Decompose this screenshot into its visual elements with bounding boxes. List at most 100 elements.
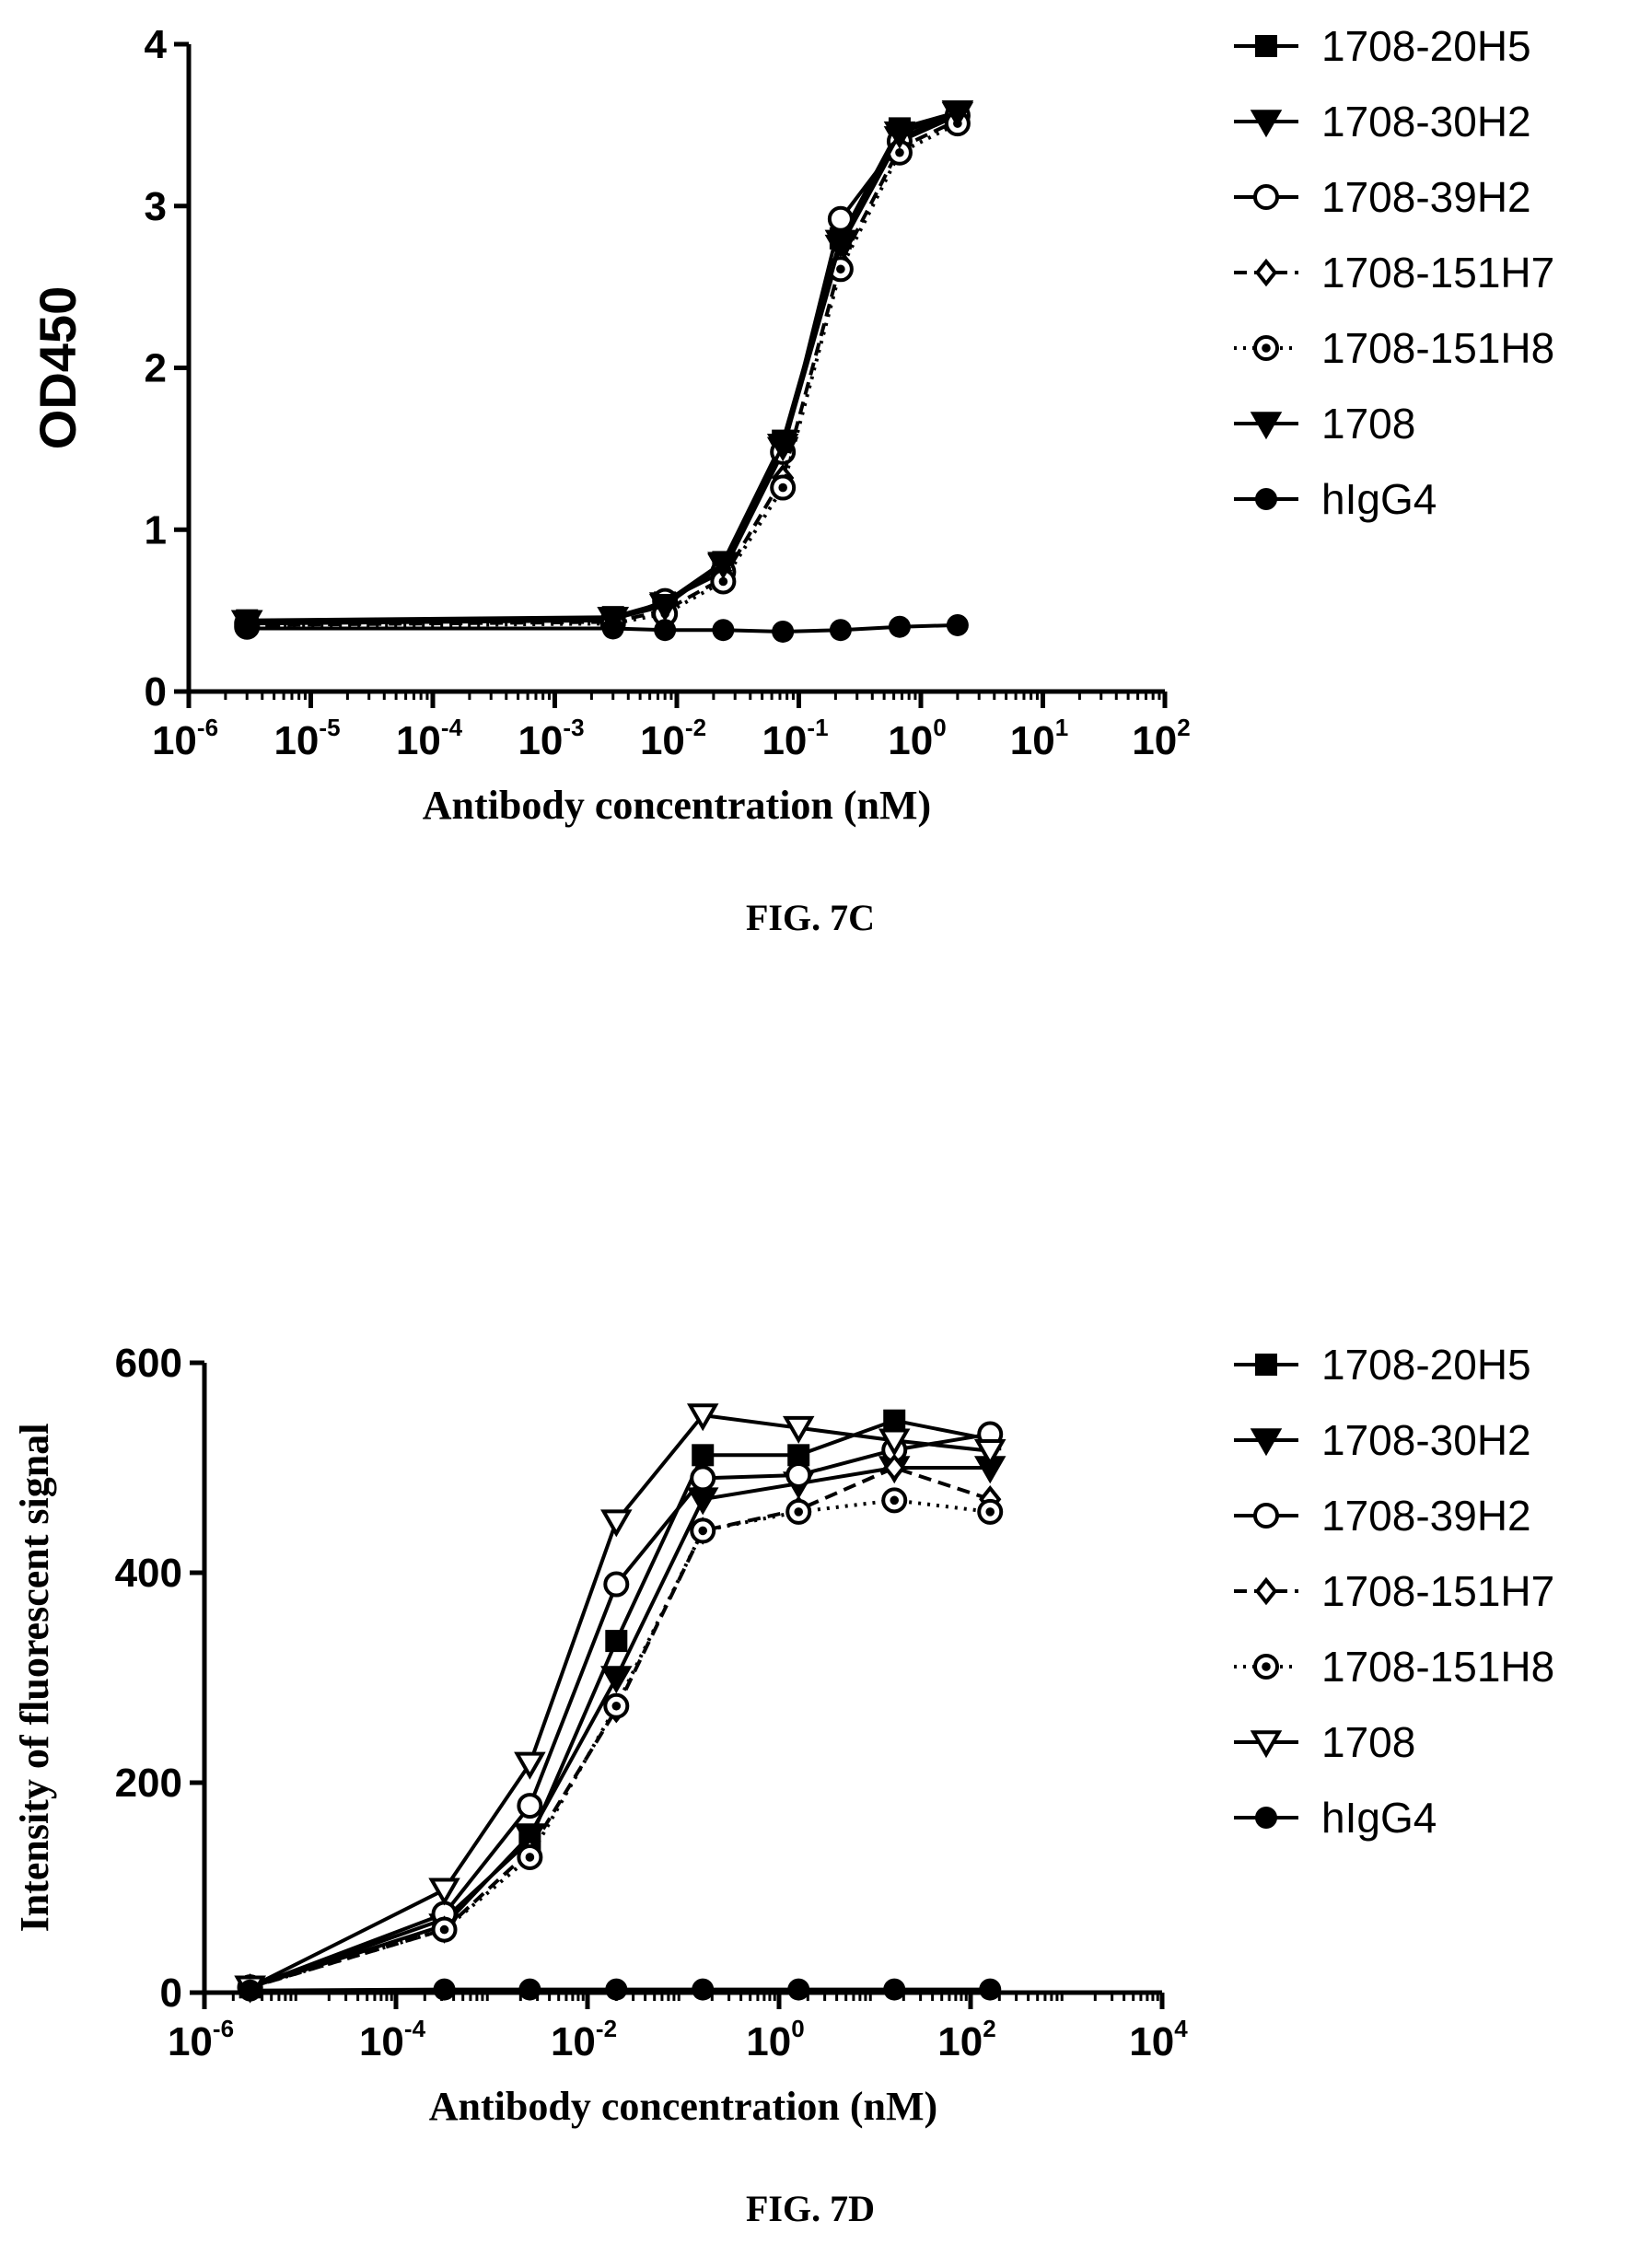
legend-item-1708-39h2: 1708-39H2 [1234, 1492, 1531, 1540]
legend-marker [1250, 110, 1283, 138]
data-point [601, 617, 624, 640]
data-point [766, 434, 799, 462]
data-point [941, 100, 974, 129]
data-point [883, 1409, 906, 1432]
legend-item-higg4: hIgG4 [1234, 1794, 1437, 1842]
legend-marker [1253, 1654, 1279, 1680]
data-point [883, 1453, 906, 1482]
data-point [433, 1978, 456, 2001]
data-point [772, 620, 795, 643]
x-tick-label: 101 [1010, 714, 1068, 763]
data-point [236, 617, 259, 640]
legend-marker [1253, 1503, 1279, 1529]
legend-marker [1253, 184, 1279, 210]
series-line [250, 1466, 991, 1990]
data-point [881, 1487, 908, 1514]
legend-label: 1708-39H2 [1321, 1492, 1531, 1540]
legend-item-1708-151h8: 1708-151H8 [1234, 324, 1554, 372]
series-1708-151h8 [237, 1487, 1004, 2001]
data-point [692, 1444, 715, 1467]
series-1708-39h2 [234, 102, 971, 637]
legend-label: 1708-20H5 [1321, 1341, 1531, 1389]
data-point [883, 121, 916, 149]
x-tick-label: 10-2 [640, 714, 706, 763]
y-tick-label: 0 [160, 1971, 182, 2016]
data-point [686, 1487, 719, 1516]
data-point [654, 619, 677, 642]
legend-item-1708-151h7: 1708-151H7 [1234, 1567, 1554, 1615]
data-point [979, 1978, 1002, 2001]
legend: 1708-20H5 1708-30H2 1708-39H2 1708-151H7 170… [1234, 22, 1554, 523]
data-point [946, 613, 969, 636]
x-tick-label: 10-3 [518, 714, 584, 763]
y-tick-label: 1 [145, 507, 167, 552]
data-point [605, 1630, 628, 1653]
legend-item-1708-30h2: 1708-30H2 [1234, 98, 1531, 145]
series-1708-30h2 [234, 1456, 1006, 2004]
data-point [431, 1916, 458, 1943]
series-line [249, 1418, 991, 1990]
plot-area [230, 100, 974, 643]
y-tick-label: 0 [145, 669, 167, 715]
legend-label: 1708-151H8 [1321, 324, 1554, 372]
x-tick-label: 10-2 [551, 2015, 617, 2064]
fluorescence-binding-chart: 0 200 400 600 10-6 10-4 10-2 100 102 104 Antibody … [12, 1341, 1554, 2229]
figure-caption: FIG. 7D [746, 2188, 875, 2229]
data-point [883, 1978, 906, 2001]
x-tick-label: 104 [1129, 2015, 1188, 2064]
data-point [238, 1979, 262, 2002]
legend-item-1708-20h5: 1708-20H5 [1234, 1341, 1531, 1389]
legend-label: 1708-151H7 [1321, 249, 1554, 296]
data-point [973, 1438, 1006, 1467]
x-tick-label: 10-4 [359, 2015, 426, 2064]
legend-label: 1708-39H2 [1321, 173, 1531, 221]
series-line [247, 111, 959, 624]
series-1708 [234, 1403, 1006, 2004]
series-higg4 [238, 1978, 1002, 2002]
legend-item-1708: 1708 [1234, 400, 1415, 448]
legend-marker [1250, 1730, 1283, 1759]
x-axis-title: Antibody concentration (nM) [423, 783, 931, 828]
data-point [517, 1843, 543, 1870]
y-axis-title: Intensity of fluorescent signal [12, 1424, 57, 1933]
data-point [878, 1428, 911, 1457]
x-tick-label: 10-1 [762, 714, 828, 763]
legend-marker [1254, 258, 1278, 287]
legend-marker [1255, 1807, 1277, 1829]
data-point [603, 1571, 630, 1598]
x-tick-label: 10-5 [273, 714, 340, 763]
legend-item-1708: 1708 [1234, 1718, 1415, 1766]
series-line [247, 110, 959, 624]
data-point [648, 594, 681, 622]
x-tick-label: 100 [888, 714, 946, 763]
series-1708-151h7 [236, 106, 970, 640]
series-1708 [230, 100, 974, 638]
legend-marker [1255, 488, 1277, 510]
data-point [770, 474, 797, 501]
x-axis-title: Antibody concentration (nM) [429, 2084, 937, 2129]
od450-binding-chart: 0 1 2 3 4 10-6 10-5 10-4 10-3 10-2 10-1 100 101 102 An… [29, 22, 1554, 938]
series-line [249, 1466, 991, 1990]
legend-label: 1708-30H2 [1321, 1416, 1531, 1464]
data-point [824, 229, 857, 258]
legend-label: 1708 [1321, 1718, 1415, 1766]
legend: 1708-20H5 1708-30H2 1708-39H2 1708-151H7 170… [1234, 1341, 1554, 1842]
plot-area [234, 1403, 1006, 2004]
data-point [785, 1461, 812, 1488]
figure-7d: 0 200 400 600 10-6 10-4 10-2 100 102 104 Antibody … [0, 1271, 1652, 2262]
figure-caption: FIG. 7C [746, 897, 875, 938]
y-tick-label: 600 [115, 1341, 182, 1386]
data-point [517, 1793, 543, 1819]
y-tick-label: 200 [115, 1761, 182, 1806]
legend-item-1708-151h8: 1708-151H8 [1234, 1643, 1554, 1691]
x-tick-label: 10-4 [396, 714, 463, 763]
data-point [977, 1498, 1004, 1525]
axes: 0 1 2 3 4 10-6 10-5 10-4 10-3 10-2 10-1 100 101 102 An… [29, 22, 1191, 828]
legend-marker [1255, 1354, 1277, 1376]
legend-marker [1250, 412, 1283, 440]
legend-marker [1250, 1428, 1283, 1457]
x-tick-label: 102 [937, 2015, 995, 2064]
data-point [692, 1978, 715, 2001]
y-axis-title: OD450 [29, 286, 87, 449]
figure-7c: 0 1 2 3 4 10-6 10-5 10-4 10-3 10-2 10-1 100 101 102 An… [0, 0, 1652, 1059]
